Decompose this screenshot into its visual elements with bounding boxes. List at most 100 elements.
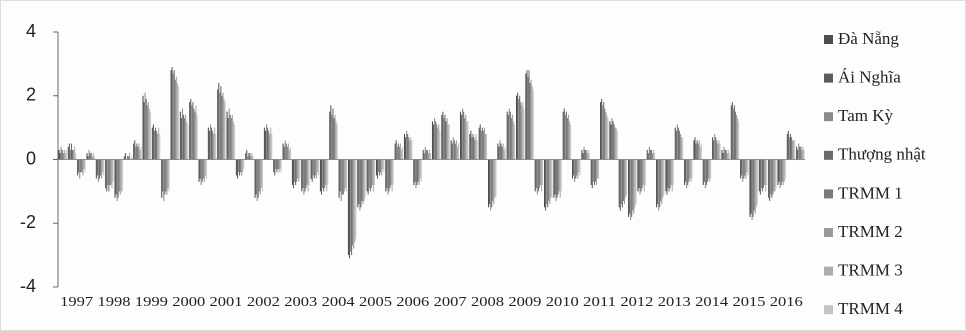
bar	[753, 159, 755, 211]
bar	[705, 159, 707, 185]
x-tick-label: 2012	[620, 295, 653, 310]
bar	[473, 137, 475, 160]
bar	[780, 159, 782, 185]
bar	[661, 159, 663, 205]
bar	[334, 114, 336, 160]
bar	[292, 159, 295, 189]
bar	[128, 156, 130, 160]
bar	[559, 159, 561, 198]
bar	[354, 159, 356, 243]
bar	[797, 149, 799, 160]
bar	[201, 159, 203, 182]
bar	[268, 130, 270, 160]
bar	[802, 146, 804, 160]
bar	[405, 137, 407, 160]
bar	[501, 146, 503, 160]
bar	[498, 146, 500, 160]
bar	[157, 134, 159, 160]
bar	[326, 159, 328, 192]
bar	[681, 137, 683, 160]
bar	[187, 124, 189, 160]
bar	[482, 130, 484, 160]
bar	[58, 149, 60, 160]
bar	[385, 159, 387, 192]
bar	[456, 146, 458, 160]
bar	[721, 149, 723, 160]
bar	[401, 146, 404, 160]
bar	[492, 159, 494, 201]
bar	[455, 140, 457, 160]
bar	[585, 149, 587, 160]
bar	[461, 114, 463, 160]
bar	[409, 140, 411, 160]
bar	[410, 137, 412, 160]
bar	[434, 118, 436, 160]
bar	[275, 159, 277, 170]
legend-swatch	[824, 112, 833, 122]
bar	[470, 130, 472, 160]
bar	[598, 159, 600, 179]
bar	[774, 159, 776, 192]
bar	[232, 121, 234, 160]
bar	[240, 159, 242, 173]
bar	[93, 156, 95, 160]
bar	[258, 159, 260, 192]
bar	[287, 143, 289, 160]
bar	[694, 137, 696, 160]
bar	[476, 140, 478, 160]
bar	[315, 159, 317, 179]
bar	[129, 153, 131, 160]
bar	[233, 124, 235, 160]
bar	[252, 156, 254, 160]
bar	[616, 130, 618, 160]
bar	[95, 159, 97, 179]
bar	[615, 127, 617, 160]
legend-label: TRMM 2	[838, 222, 903, 241]
bar	[765, 159, 767, 192]
bar	[277, 159, 279, 170]
bar	[100, 159, 102, 176]
bar	[714, 134, 716, 160]
bar	[316, 159, 318, 173]
bar	[786, 134, 788, 160]
bar	[760, 159, 762, 189]
bar	[172, 73, 174, 160]
bar	[269, 134, 271, 160]
bar	[481, 127, 483, 160]
legend-label: TRMM 1	[838, 183, 903, 202]
bar	[271, 134, 273, 160]
bar	[67, 146, 69, 160]
x-tick-label: 2002	[247, 295, 280, 310]
bar	[106, 159, 108, 192]
bar	[503, 149, 505, 160]
bar	[744, 159, 746, 176]
bar	[168, 159, 170, 192]
bar	[784, 159, 786, 179]
bar	[447, 124, 449, 160]
bar	[582, 153, 584, 160]
bar	[362, 159, 364, 205]
bar	[163, 159, 165, 201]
bar	[205, 159, 207, 179]
bar	[426, 149, 428, 160]
bar	[518, 98, 520, 160]
bar	[357, 159, 359, 208]
bar	[700, 143, 702, 160]
bar	[195, 105, 197, 160]
bar	[628, 159, 630, 217]
bar	[612, 121, 614, 160]
bar	[102, 159, 104, 173]
legend-swatch	[824, 150, 833, 160]
bar	[319, 159, 321, 192]
bar	[603, 102, 605, 160]
bar	[425, 149, 427, 160]
bar	[597, 159, 599, 179]
bar	[400, 149, 402, 160]
bar	[189, 102, 191, 160]
bar	[741, 159, 743, 176]
bar	[454, 143, 456, 160]
bar	[579, 159, 581, 176]
bar	[676, 124, 678, 160]
bar	[413, 159, 415, 185]
bar	[604, 108, 606, 160]
